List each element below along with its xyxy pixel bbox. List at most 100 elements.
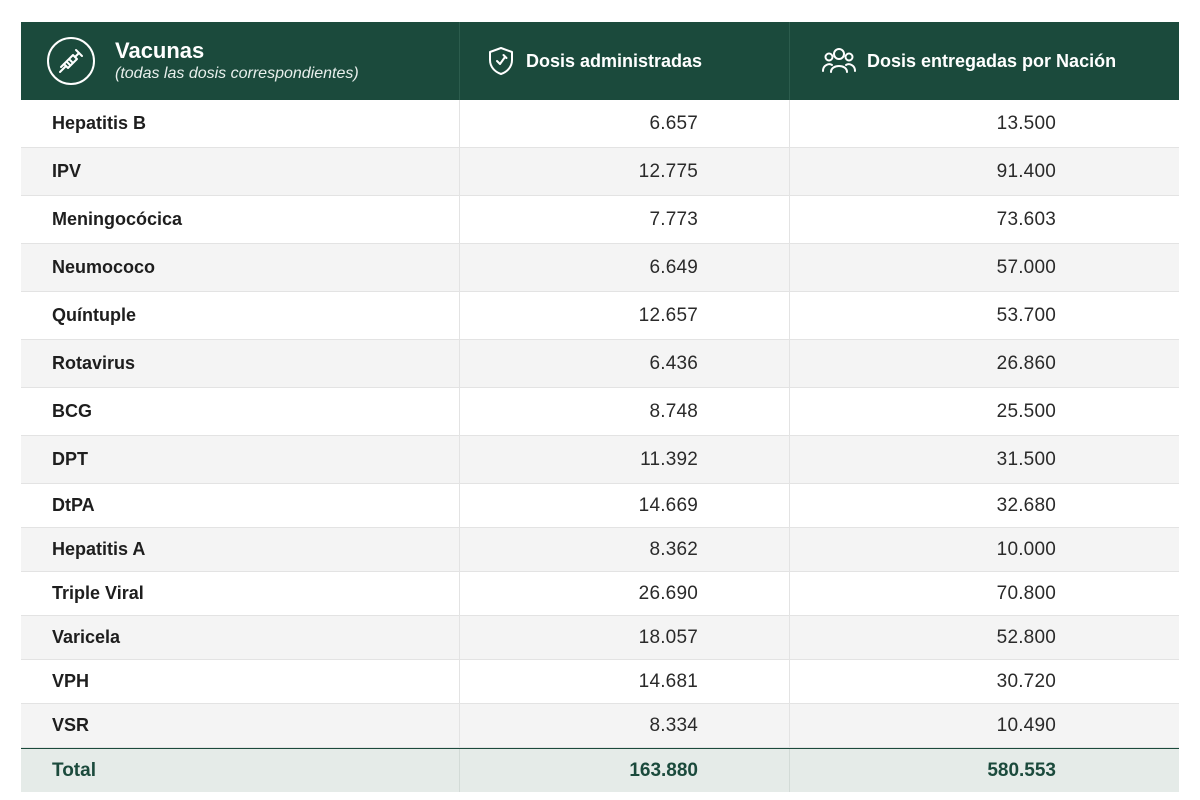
table-row: BCG 8.748 25.500 [21, 388, 1179, 436]
administered-value: 8.748 [649, 400, 698, 422]
shield-icon [486, 45, 516, 77]
administered-cell: 6.657 [460, 100, 790, 147]
administered-cell: 6.436 [460, 340, 790, 387]
vaccine-name-cell: VPH [21, 660, 460, 703]
delivered-cell: 73.603 [790, 196, 1179, 243]
table-row: Hepatitis A 8.362 10.000 [21, 528, 1179, 572]
administered-cell: 8.334 [460, 704, 790, 747]
table-row: VPH 14.681 30.720 [21, 660, 1179, 704]
administered-value: 18.057 [638, 626, 698, 648]
vaccine-name: Hepatitis A [52, 539, 146, 559]
administered-value: 6.649 [649, 256, 698, 278]
header-vaccines: Vacunas (todas las dosis correspondiente… [21, 22, 460, 100]
total-delivered-cell: 580.553 [790, 749, 1179, 792]
delivered-cell: 30.720 [790, 660, 1179, 703]
delivered-value: 53.700 [996, 304, 1056, 326]
delivered-cell: 13.500 [790, 100, 1179, 147]
vaccine-name-cell: VSR [21, 704, 460, 747]
administered-value: 12.657 [638, 304, 698, 326]
delivered-value: 26.860 [996, 352, 1056, 374]
vaccine-name-cell: BCG [21, 388, 460, 435]
administered-value: 8.334 [649, 714, 698, 736]
administered-cell: 14.681 [460, 660, 790, 703]
administered-cell: 12.657 [460, 292, 790, 339]
table-row: Quíntuple 12.657 53.700 [21, 292, 1179, 340]
administered-value: 14.669 [638, 494, 698, 516]
table-header: Vacunas (todas las dosis correspondiente… [21, 22, 1179, 100]
total-administered-cell: 163.880 [460, 749, 790, 792]
administered-cell: 8.748 [460, 388, 790, 435]
delivered-value: 10.490 [996, 714, 1056, 736]
administered-cell: 6.649 [460, 244, 790, 291]
header-delivered-label: Dosis entregadas por Nación [867, 50, 1117, 71]
header-administered-label: Dosis administradas [526, 50, 703, 71]
table-row: Hepatitis B 6.657 13.500 [21, 100, 1179, 148]
vaccine-name: VPH [52, 671, 90, 691]
vaccine-name-cell: Meningocócica [21, 196, 460, 243]
administered-cell: 14.669 [460, 484, 790, 527]
vaccine-table: Vacunas (todas las dosis correspondiente… [21, 22, 1179, 792]
delivered-value: 25.500 [996, 400, 1056, 422]
vaccine-name-cell: Varicela [21, 616, 460, 659]
vaccine-name-cell: Triple Viral [21, 572, 460, 615]
vaccine-name: Triple Viral [52, 583, 144, 603]
table-row: VSR 8.334 10.490 [21, 704, 1179, 748]
administered-cell: 8.362 [460, 528, 790, 571]
syringe-icon [47, 37, 95, 85]
vaccine-name-cell: Neumococo [21, 244, 460, 291]
delivered-cell: 31.500 [790, 436, 1179, 483]
total-row: Total 163.880 580.553 [21, 748, 1179, 792]
administered-value: 14.681 [638, 670, 698, 692]
administered-value: 8.362 [649, 538, 698, 560]
vaccine-name: Neumococo [52, 257, 156, 277]
vaccine-name: IPV [52, 161, 82, 181]
delivered-value: 30.720 [996, 670, 1056, 692]
delivered-cell: 32.680 [790, 484, 1179, 527]
page-title: Vacunas [115, 38, 205, 63]
vaccine-name-cell: DPT [21, 436, 460, 483]
header-delivered: Dosis entregadas por Nación [790, 22, 1179, 100]
vaccine-name: Meningocócica [52, 209, 183, 229]
delivered-cell: 26.860 [790, 340, 1179, 387]
administered-cell: 12.775 [460, 148, 790, 195]
vaccine-name: DtPA [52, 495, 95, 515]
table-body: Hepatitis B 6.657 13.500 IPV 12.775 91.4… [21, 100, 1179, 748]
administered-cell: 26.690 [460, 572, 790, 615]
people-icon [821, 45, 857, 77]
table-row: Meningocócica 7.773 73.603 [21, 196, 1179, 244]
vaccine-name: DPT [52, 449, 88, 469]
administered-cell: 18.057 [460, 616, 790, 659]
delivered-cell: 10.000 [790, 528, 1179, 571]
delivered-cell: 91.400 [790, 148, 1179, 195]
table-row: IPV 12.775 91.400 [21, 148, 1179, 196]
vaccine-name-cell: DtPA [21, 484, 460, 527]
delivered-cell: 52.800 [790, 616, 1179, 659]
table-row: DtPA 14.669 32.680 [21, 484, 1179, 528]
delivered-value: 13.500 [996, 112, 1056, 134]
vaccine-name-cell: IPV [21, 148, 460, 195]
vaccine-name-cell: Hepatitis A [21, 528, 460, 571]
delivered-value: 70.800 [996, 582, 1056, 604]
delivered-value: 57.000 [996, 256, 1056, 278]
delivered-cell: 53.700 [790, 292, 1179, 339]
total-label-cell: Total [21, 749, 460, 792]
table-row: Neumococo 6.649 57.000 [21, 244, 1179, 292]
delivered-cell: 10.490 [790, 704, 1179, 747]
administered-cell: 7.773 [460, 196, 790, 243]
administered-value: 26.690 [638, 582, 698, 604]
administered-value: 11.392 [640, 448, 698, 470]
delivered-cell: 25.500 [790, 388, 1179, 435]
administered-value: 12.775 [638, 160, 698, 182]
vaccine-name: Quíntuple [52, 305, 136, 325]
delivered-value: 31.500 [996, 448, 1056, 470]
vaccine-name-cell: Rotavirus [21, 340, 460, 387]
delivered-value: 32.680 [996, 494, 1056, 516]
page-subtitle: (todas las dosis correspondientes) [115, 65, 359, 82]
administered-value: 7.773 [649, 208, 698, 230]
vaccine-name: Rotavirus [52, 353, 136, 373]
administered-cell: 11.392 [460, 436, 790, 483]
table-row: Rotavirus 6.436 26.860 [21, 340, 1179, 388]
total-label: Total [52, 759, 96, 781]
total-delivered-value: 580.553 [987, 759, 1056, 781]
delivered-value: 52.800 [996, 626, 1056, 648]
